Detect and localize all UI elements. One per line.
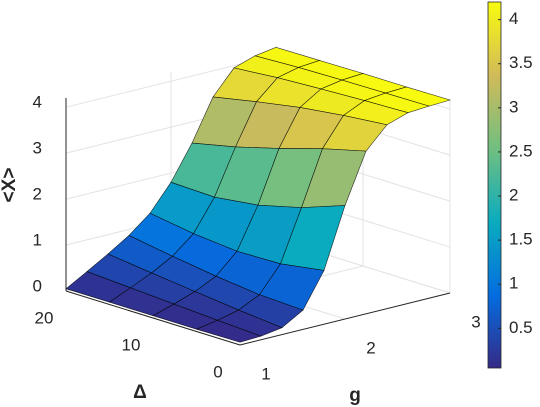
colorbar-tick-label: 1.5 bbox=[509, 230, 533, 249]
axis-line bbox=[65, 290, 241, 346]
y-axis-label: Δ bbox=[133, 382, 147, 403]
colorbar-tick-label: 4 bbox=[509, 9, 518, 28]
x-tick-label: 1 bbox=[261, 364, 270, 383]
colorbar-tick-label: 3.5 bbox=[509, 53, 533, 72]
colorbar-tick-label: 2 bbox=[509, 186, 518, 205]
y-tick-label: 20 bbox=[35, 308, 54, 327]
y-tick-label: 10 bbox=[122, 335, 141, 354]
z-tick-label: 1 bbox=[33, 231, 42, 250]
x-axis-label: g bbox=[349, 385, 361, 406]
z-axis-label: <X> bbox=[0, 168, 20, 203]
colorbar bbox=[487, 1, 502, 369]
surface-cell bbox=[195, 320, 262, 343]
x-tick-label: 3 bbox=[471, 312, 480, 331]
z-tick-label: 0 bbox=[33, 276, 42, 295]
z-tick-label: 4 bbox=[33, 93, 42, 112]
colorbar-tick-label: 0.5 bbox=[509, 318, 533, 337]
x-tick-label: 2 bbox=[366, 338, 375, 357]
colorbar-tick-label: 3 bbox=[509, 97, 518, 116]
y-tick-label: 0 bbox=[213, 362, 222, 381]
z-tick-label: 2 bbox=[33, 185, 42, 204]
colorbar-tick-label: 1 bbox=[509, 274, 518, 293]
z-tick-label: 3 bbox=[33, 139, 42, 158]
colorbar-tick-label: 2.5 bbox=[509, 141, 533, 160]
axis-line bbox=[239, 292, 451, 346]
